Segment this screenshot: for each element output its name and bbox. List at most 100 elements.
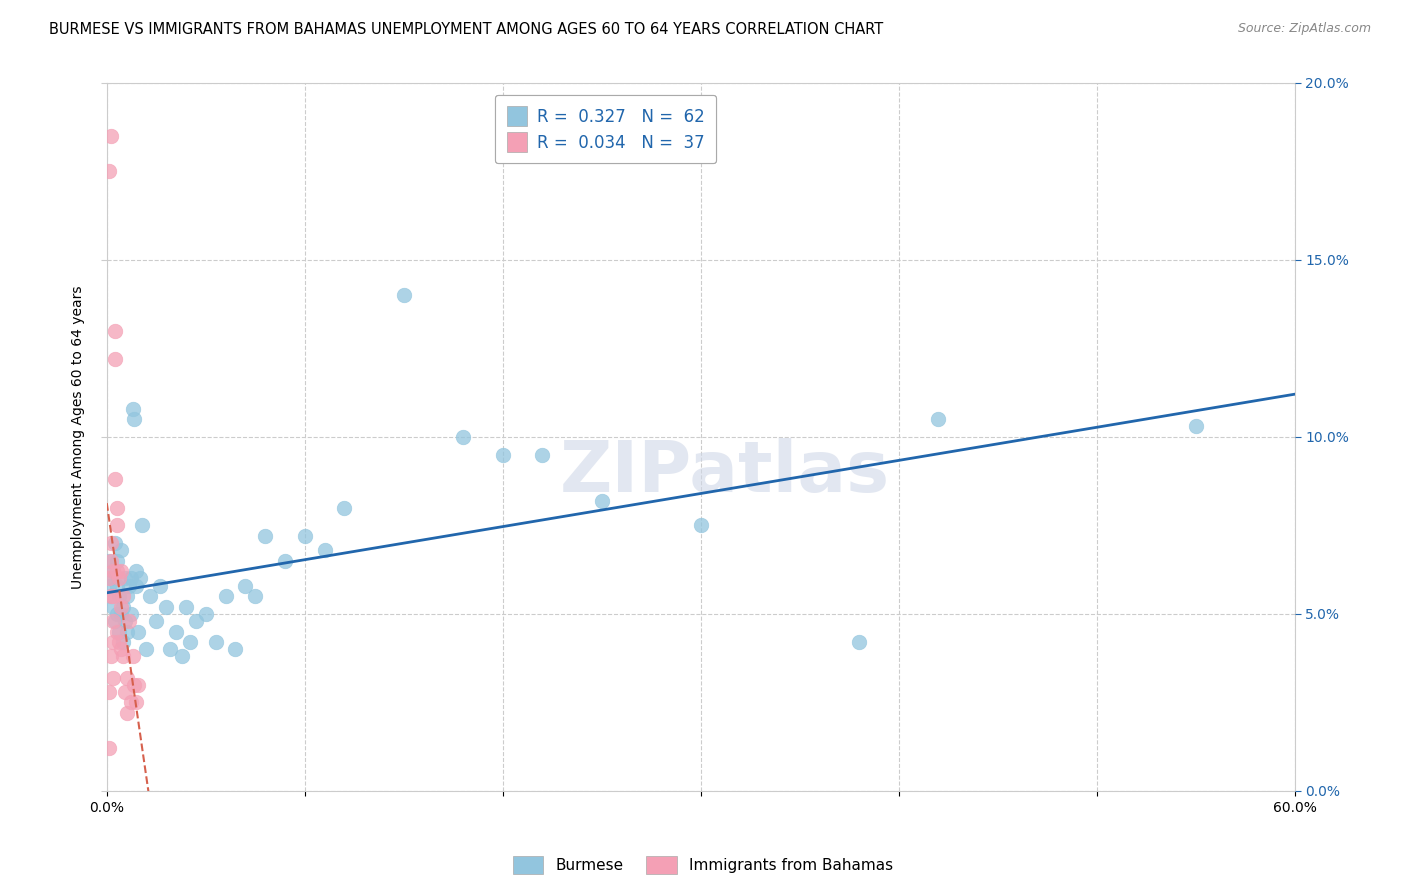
Point bbox=[1184, 419, 1206, 434]
Point bbox=[120, 572, 142, 586]
Point bbox=[104, 614, 127, 628]
Point bbox=[121, 401, 143, 416]
Point bbox=[104, 472, 127, 486]
Point bbox=[101, 565, 124, 579]
Point bbox=[104, 324, 127, 338]
Point bbox=[101, 589, 124, 603]
Point bbox=[120, 607, 142, 621]
Point bbox=[114, 572, 136, 586]
Point bbox=[125, 695, 148, 709]
Point bbox=[124, 678, 146, 692]
Point bbox=[105, 518, 128, 533]
Point bbox=[97, 164, 120, 178]
Point bbox=[100, 649, 122, 664]
Point bbox=[333, 500, 356, 515]
Point bbox=[165, 624, 187, 639]
Point bbox=[927, 412, 949, 426]
Point bbox=[97, 741, 120, 756]
Point bbox=[184, 614, 207, 628]
Text: Source: ZipAtlas.com: Source: ZipAtlas.com bbox=[1237, 22, 1371, 36]
Point bbox=[110, 607, 132, 621]
Point bbox=[129, 572, 152, 586]
Point bbox=[159, 642, 181, 657]
Point bbox=[107, 624, 129, 639]
Point bbox=[110, 599, 132, 614]
Point bbox=[127, 678, 149, 692]
Point bbox=[100, 554, 122, 568]
Point bbox=[127, 624, 149, 639]
Point bbox=[139, 589, 162, 603]
Legend: R =  0.327   N =  62, R =  0.034   N =  37: R = 0.327 N = 62, R = 0.034 N = 37 bbox=[495, 95, 716, 163]
Point bbox=[107, 572, 129, 586]
Point bbox=[100, 129, 122, 144]
Point bbox=[111, 589, 134, 603]
Point bbox=[204, 635, 226, 649]
Point bbox=[105, 500, 128, 515]
Point bbox=[245, 589, 267, 603]
Point bbox=[100, 589, 122, 603]
Point bbox=[179, 635, 201, 649]
Point bbox=[224, 642, 246, 657]
Point bbox=[115, 589, 138, 603]
Point bbox=[111, 635, 134, 649]
Point bbox=[104, 351, 127, 366]
Point bbox=[294, 529, 316, 543]
Point bbox=[115, 706, 138, 720]
Point bbox=[101, 614, 124, 628]
Point bbox=[110, 543, 132, 558]
Point bbox=[117, 578, 139, 592]
Point bbox=[115, 624, 138, 639]
Point bbox=[124, 412, 146, 426]
Point bbox=[591, 493, 613, 508]
Point bbox=[145, 614, 167, 628]
Point bbox=[97, 554, 120, 568]
Point bbox=[214, 589, 236, 603]
Point bbox=[97, 572, 120, 586]
Point bbox=[194, 607, 217, 621]
Point bbox=[120, 695, 142, 709]
Point bbox=[392, 288, 415, 302]
Point bbox=[110, 565, 132, 579]
Point bbox=[115, 671, 138, 685]
Point bbox=[105, 607, 128, 621]
Point bbox=[100, 589, 122, 603]
Point bbox=[105, 578, 128, 592]
Point bbox=[121, 649, 143, 664]
Point bbox=[105, 554, 128, 568]
Point bbox=[97, 684, 120, 698]
Point bbox=[117, 614, 139, 628]
Legend: Burmese, Immigrants from Bahamas: Burmese, Immigrants from Bahamas bbox=[506, 850, 900, 880]
Point bbox=[492, 448, 515, 462]
Text: ZIPatlas: ZIPatlas bbox=[560, 438, 890, 507]
Point bbox=[531, 448, 554, 462]
Point bbox=[97, 578, 120, 592]
Point bbox=[114, 614, 136, 628]
Point bbox=[254, 529, 277, 543]
Point bbox=[131, 518, 153, 533]
Point bbox=[100, 536, 122, 550]
Point bbox=[100, 572, 122, 586]
Point bbox=[105, 565, 128, 579]
Point bbox=[274, 554, 297, 568]
Point bbox=[149, 578, 172, 592]
Point bbox=[111, 599, 134, 614]
Point bbox=[170, 649, 193, 664]
Text: BURMESE VS IMMIGRANTS FROM BAHAMAS UNEMPLOYMENT AMONG AGES 60 TO 64 YEARS CORREL: BURMESE VS IMMIGRANTS FROM BAHAMAS UNEMP… bbox=[49, 22, 883, 37]
Point bbox=[155, 599, 177, 614]
Point bbox=[101, 599, 124, 614]
Point bbox=[135, 642, 157, 657]
Point bbox=[314, 543, 336, 558]
Point bbox=[107, 635, 129, 649]
Point bbox=[110, 642, 132, 657]
Point bbox=[107, 589, 129, 603]
Point bbox=[104, 536, 127, 550]
Point bbox=[125, 565, 148, 579]
Point bbox=[105, 624, 128, 639]
Point bbox=[125, 578, 148, 592]
Point bbox=[101, 635, 124, 649]
Point bbox=[114, 684, 136, 698]
Point bbox=[848, 635, 870, 649]
Point bbox=[689, 518, 711, 533]
Point bbox=[233, 578, 256, 592]
Point bbox=[451, 430, 474, 444]
